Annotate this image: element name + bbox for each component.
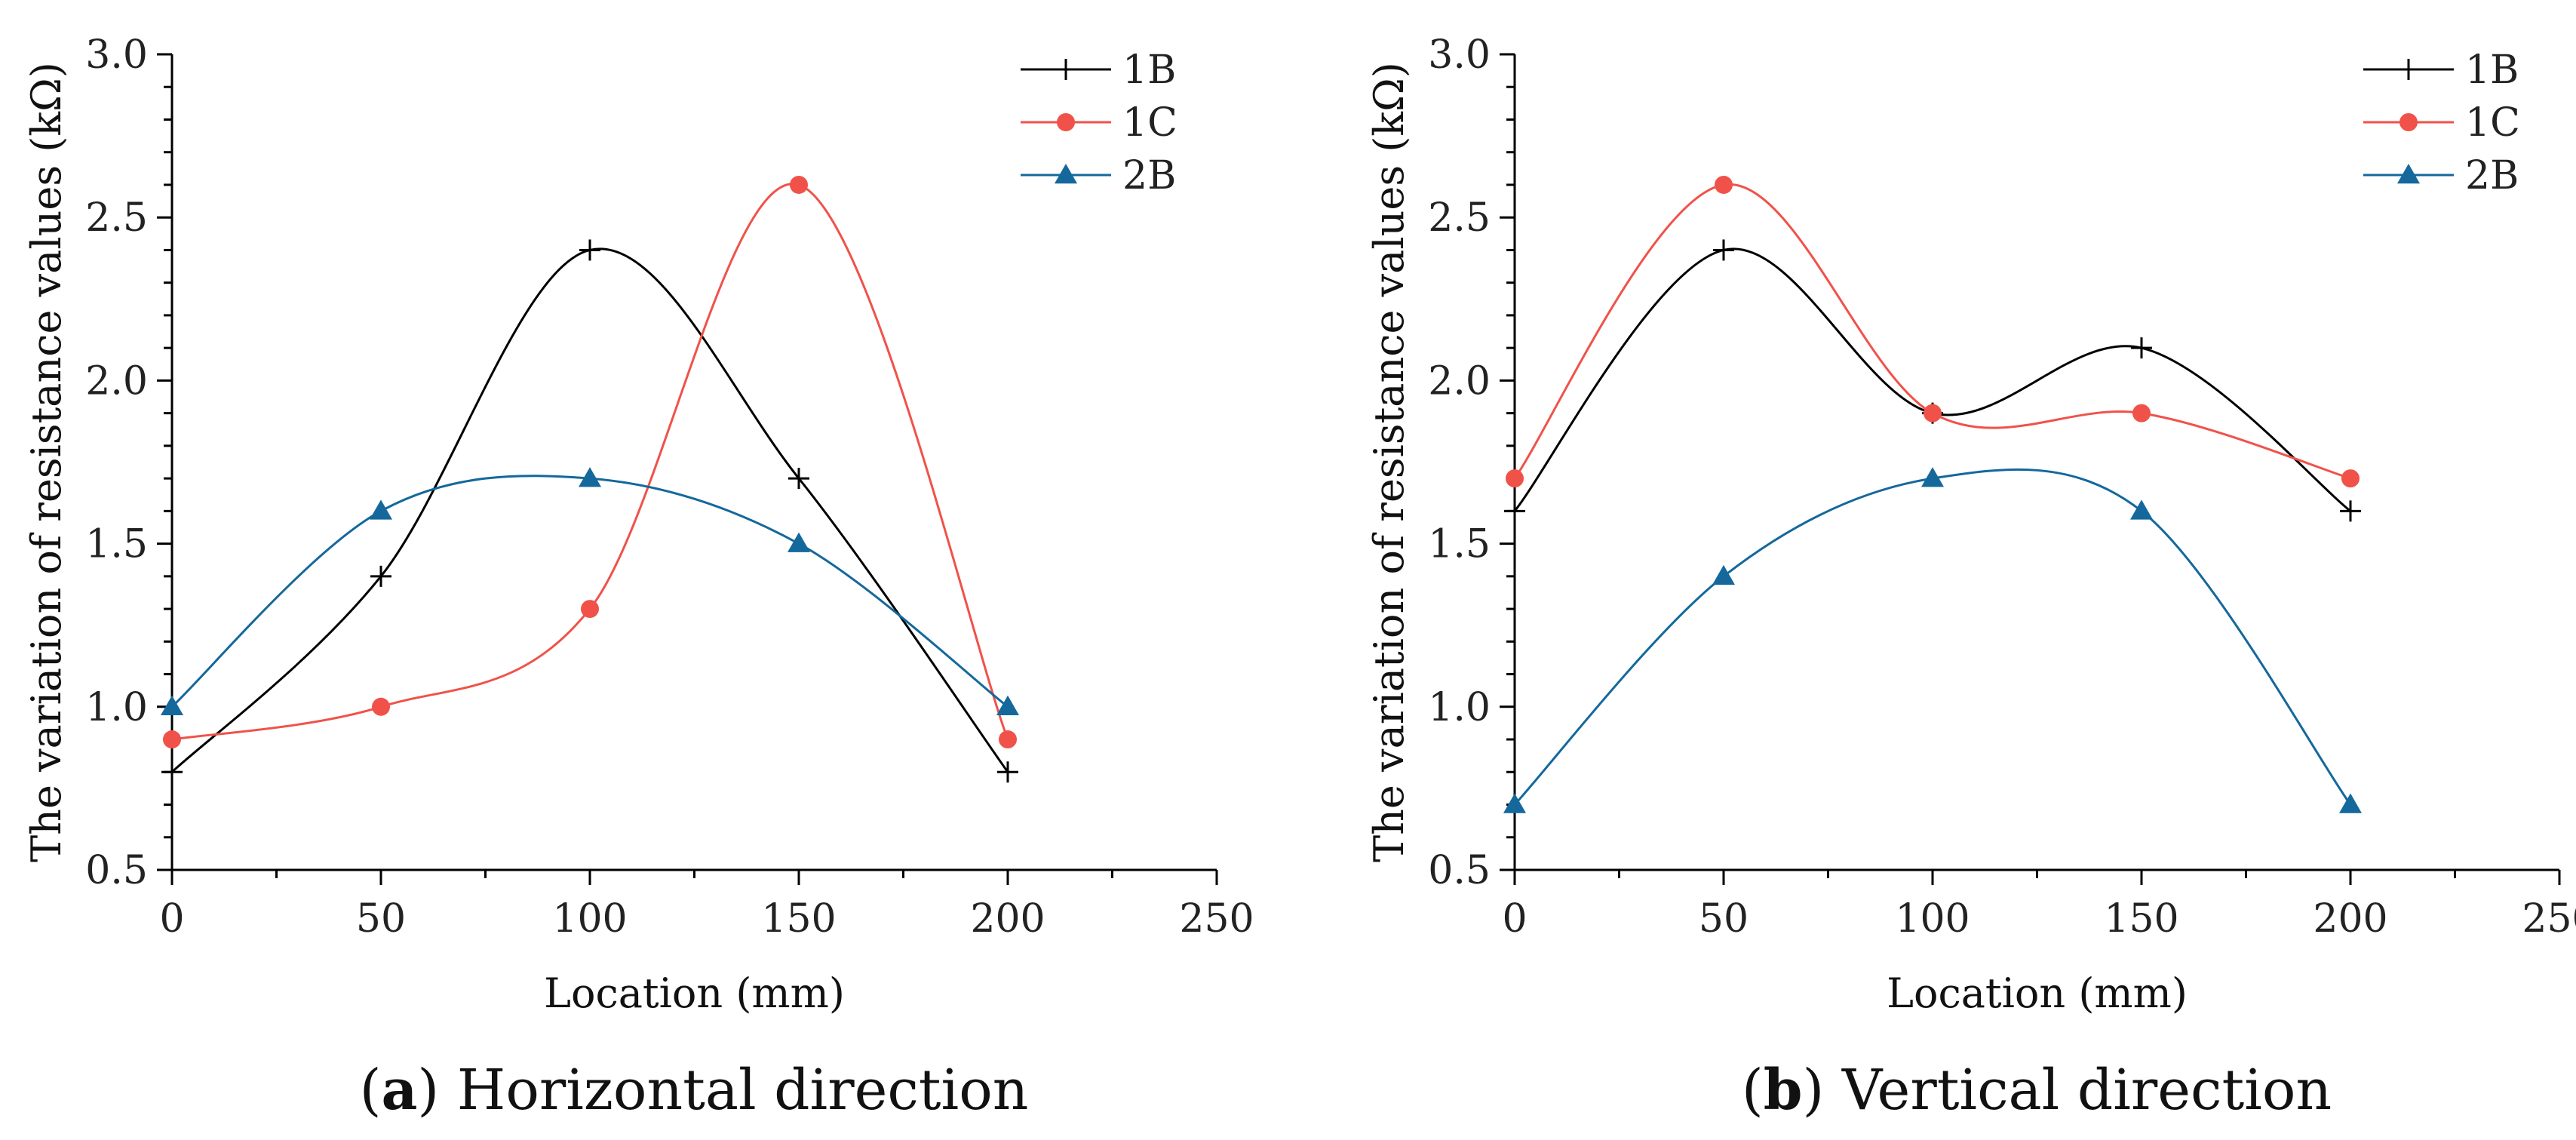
axes: 0.5 1.0 1.5 2.0 2.5 3.0 0 50 100 150 200 250 Locatio…	[1365, 32, 2576, 1017]
series-line-1C	[171, 183, 1009, 741]
y-tick-label: 2.5	[1428, 195, 1491, 241]
series-1C	[163, 175, 1017, 749]
data-point-2B	[2130, 499, 2153, 520]
data-point-1B	[370, 565, 391, 587]
y-tick-label: 2.5	[85, 195, 148, 241]
legend: 1B 1C 2B	[2363, 48, 2520, 198]
legend-label-2B: 2B	[2465, 153, 2519, 198]
legend-label-1B: 1B	[2465, 48, 2519, 93]
data-point-2B	[1503, 793, 1526, 813]
x-tick-label: 250	[1179, 896, 1254, 942]
legend-label-1B: 1B	[1122, 48, 1176, 93]
x-tick-label: 200	[2313, 896, 2387, 942]
x-tick-label: 0	[159, 896, 184, 942]
caption-letter: b	[1764, 1058, 1803, 1123]
data-point-1B	[2131, 337, 2152, 359]
legend-label-1C: 1C	[2465, 100, 2520, 146]
x-axis-title: Location (mm)	[544, 969, 845, 1017]
x-tick-label: 150	[2104, 896, 2178, 942]
x-axis-title: Location (mm)	[1887, 969, 2188, 1017]
y-axis-title: The variation of resistance values (kΩ)	[23, 62, 70, 862]
x-tick-label: 0	[1502, 896, 1527, 942]
y-tick-label: 2.0	[1428, 358, 1491, 404]
axes: 0.5 1.0 1.5 2.0 2.5 3.0 0 50 100 150 200 250 Locatio…	[23, 32, 1254, 1017]
legend-marker-1C	[2399, 113, 2418, 131]
data-point-1C	[1506, 469, 1524, 488]
data-point-2B	[996, 695, 1019, 716]
data-point-2B	[161, 695, 183, 716]
y-tick-label: 3.0	[85, 32, 148, 78]
y-tick-label: 2.0	[85, 358, 148, 404]
data-point-1B	[579, 239, 600, 261]
series-line-1B	[170, 247, 1009, 773]
chart-panel-vertical: 0.5 1.0 1.5 2.0 2.5 3.0 0 50 100 150 200 250 Locatio…	[1365, 32, 2576, 1123]
series-1B	[161, 239, 1018, 783]
series-2B	[161, 467, 1019, 716]
legend-marker-2B	[1055, 164, 1077, 184]
series-line-1C	[1513, 183, 2351, 480]
caption-paren-open: (	[360, 1058, 382, 1123]
caption-paren-open: (	[1742, 1058, 1764, 1123]
y-tick-label: 1.5	[1428, 522, 1491, 567]
legend-label-1C: 1C	[1122, 100, 1177, 146]
y-tick-label: 1.0	[85, 685, 148, 730]
data-point-1B	[997, 761, 1018, 783]
series-line-1B	[1513, 247, 2351, 512]
y-tick-label: 1.0	[1428, 685, 1491, 730]
data-point-2B	[788, 532, 810, 552]
x-tick-label: 50	[1699, 896, 1749, 942]
series-1C	[1506, 175, 2360, 488]
data-point-1B	[161, 761, 183, 783]
x-tick-label: 200	[970, 896, 1045, 942]
panel-caption: (a) Horizontal direction	[360, 1058, 1029, 1123]
data-point-1C	[2341, 469, 2360, 488]
caption-text: ) Horizontal direction	[417, 1058, 1028, 1123]
legend-marker-1C	[1057, 113, 1075, 131]
caption-text: ) Vertical direction	[1802, 1058, 2332, 1123]
panel-caption: (b) Vertical direction	[1742, 1058, 2332, 1123]
x-tick-label: 150	[761, 896, 836, 942]
legend-label-2B: 2B	[1122, 153, 1176, 198]
y-tick-label: 1.5	[85, 522, 148, 567]
data-point-2B	[370, 499, 392, 520]
data-point-2B	[2339, 793, 2362, 813]
data-point-1C	[999, 730, 1017, 749]
data-point-1C	[790, 175, 808, 194]
legend-marker-1B	[1055, 59, 1076, 80]
y-axis-title: The variation of resistance values (kΩ)	[1365, 62, 1413, 862]
legend-marker-1B	[2398, 59, 2419, 80]
data-point-1C	[163, 730, 181, 749]
x-tick-label: 100	[1895, 896, 1970, 942]
x-tick-label: 50	[356, 896, 406, 942]
data-point-1C	[581, 600, 599, 619]
legend-marker-2B	[2397, 164, 2420, 184]
x-tick-label: 250	[2522, 896, 2576, 942]
data-point-1B	[1504, 500, 1525, 522]
caption-letter: a	[381, 1058, 417, 1123]
data-point-1B	[2340, 500, 2361, 522]
chart-panel-horizontal: 0.5 1.0 1.5 2.0 2.5 3.0 0 50 100 150 200 250 Locatio…	[23, 32, 1254, 1123]
series-2B	[1503, 467, 2362, 813]
legend: 1B 1C 2B	[1021, 48, 1177, 198]
data-point-1C	[1715, 175, 1733, 194]
data-point-2B	[1921, 467, 1944, 487]
data-point-1C	[1924, 404, 1942, 423]
data-point-1C	[2132, 404, 2151, 423]
data-point-2B	[1712, 564, 1735, 585]
y-tick-label: 0.5	[1428, 848, 1491, 893]
y-tick-label: 3.0	[1428, 32, 1491, 78]
data-point-1C	[372, 697, 390, 716]
y-tick-label: 0.5	[85, 848, 148, 893]
data-point-2B	[579, 467, 601, 487]
series-line-2B	[1513, 468, 2352, 806]
x-tick-label: 100	[552, 896, 627, 942]
data-point-1B	[1713, 239, 1734, 261]
data-point-1B	[788, 468, 809, 490]
